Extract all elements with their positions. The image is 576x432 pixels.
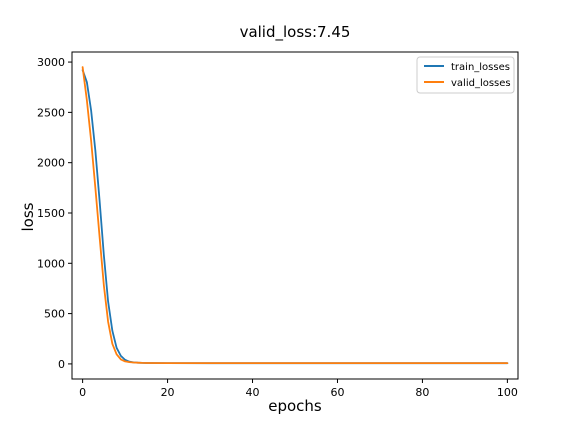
x-tick-label-100: 100 [497,386,518,399]
x-tick-label-40: 40 [246,386,260,399]
x-tick-label-60: 60 [330,386,344,399]
y-tick-label-1000: 1000 [37,257,65,270]
x-axis: 0 20 40 60 80 100 [79,379,518,399]
x-axis-label: epochs [268,397,322,415]
y-tick-label-2500: 2500 [37,106,65,119]
series-line-valid-losses [81,66,509,365]
y-axis-label: loss [19,202,37,231]
y-tick-label-0: 0 [58,358,65,371]
y-tick-label-500: 500 [44,308,65,321]
plot-area [71,51,519,380]
y-tick-label-2000: 2000 [37,157,65,170]
x-tick-label-0: 0 [79,386,86,399]
chart-title: valid_loss:7.45 [240,23,351,42]
legend-label-valid-losses: valid_losses [451,78,511,89]
y-axis: 0 500 1000 1500 2000 2500 3000 [37,56,72,371]
x-tick-label-80: 80 [415,386,429,399]
legend-label-train-losses: train_losses [451,62,510,73]
y-tick-label-1500: 1500 [37,207,65,220]
x-tick-label-20: 20 [161,386,175,399]
y-tick-label-3000: 3000 [37,56,65,69]
series-lines [81,66,509,365]
legend: train_losses valid_losses [416,56,515,94]
